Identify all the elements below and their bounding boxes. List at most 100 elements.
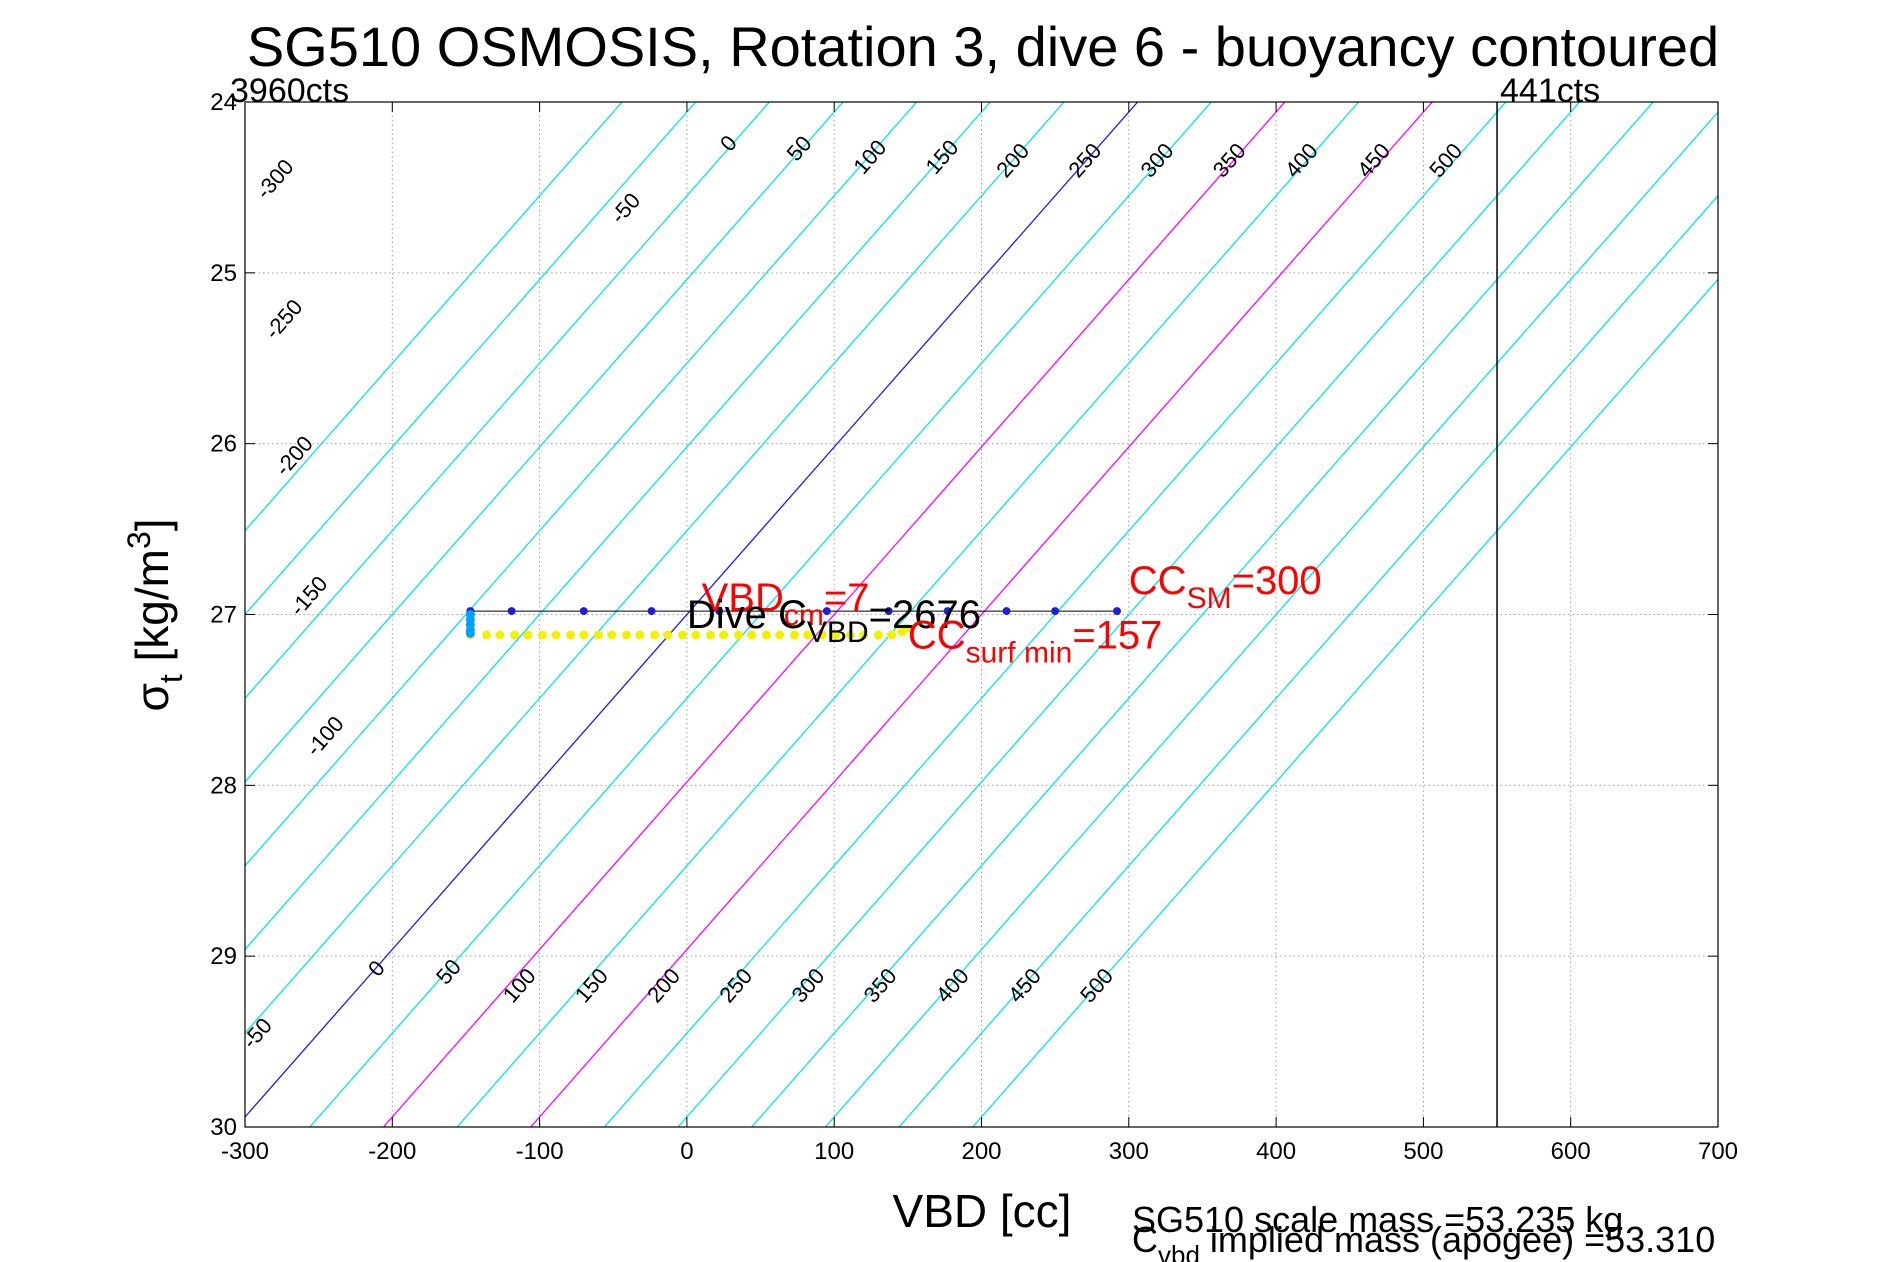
annotation-cc_sm-main: CC <box>1129 559 1187 603</box>
series-1-point-9 <box>594 630 604 640</box>
axis-ticks: -300 -200 -100 0 100 200 300 400 500 600 700 24 25 26… <box>210 89 1738 1165</box>
annotation-vbd_cm-sub: cm <box>784 599 824 632</box>
contour-line-10 <box>456 102 1360 1127</box>
series-1-point-7 <box>566 630 576 640</box>
annotation-cc_surf_min-sub: surf min <box>966 637 1073 670</box>
contour-line-16 <box>898 194 1718 1127</box>
series-1-point-28 <box>859 630 869 640</box>
y-tick-label-6: 30 <box>210 1114 237 1141</box>
series-1-point-24 <box>803 630 813 640</box>
annotation-vbd_cm: VBDcm=7 <box>702 576 870 632</box>
x-tick-label-6: 300 <box>1109 1138 1149 1165</box>
series-0-point-3 <box>647 607 656 616</box>
y-tick-label-0: 24 <box>210 89 237 116</box>
x-tick-label-2: -100 <box>516 1138 564 1165</box>
series-1-point-6 <box>551 630 561 640</box>
series-1-point-19 <box>733 630 743 640</box>
annotation-dive_c-sub: VBD <box>807 616 869 649</box>
y-tick-label-2: 26 <box>210 431 237 458</box>
y-axis-label: σt [kg/m3] <box>121 518 189 711</box>
series-1-point-3 <box>510 630 520 640</box>
series-1-point-29 <box>873 630 883 640</box>
contour-line-15 <box>824 111 1718 1127</box>
series-1-point-10 <box>607 630 617 640</box>
annotation-cc_sm-sub: SM <box>1187 582 1232 615</box>
y-tick-label-3: 27 <box>210 602 237 629</box>
footer-implied-mass-sub: vbd <box>1158 1240 1200 1262</box>
x-tick-label-3: 0 <box>680 1138 693 1165</box>
x-tick-label-10: 700 <box>1698 1138 1738 1165</box>
series-0-point-6 <box>884 607 893 616</box>
contour-line-14 <box>751 102 1654 1127</box>
series-1-point-16 <box>691 630 701 640</box>
series-1-point-17 <box>705 630 715 640</box>
data-series <box>465 607 1122 640</box>
top-left-counts-label: 3960cts <box>230 72 349 110</box>
y-axis-superscript: 3 <box>121 531 157 549</box>
series-1-point-14 <box>663 630 673 640</box>
series-1-point-30 <box>887 630 897 640</box>
contour-line-13 <box>677 102 1581 1127</box>
y-tick-label-5: 29 <box>210 943 237 970</box>
annotation-cc_surf_min-main: CC <box>908 614 966 658</box>
series-0-point-10 <box>1113 607 1122 616</box>
series-0-point-7 <box>943 607 952 616</box>
annotation-dive_c-value: =2676 <box>869 593 981 637</box>
series-0-point-4 <box>715 607 724 616</box>
contour-line-17 <box>972 278 1718 1127</box>
annotation-cc_surf_min-value: =157 <box>1072 614 1162 658</box>
series-1-point-26 <box>831 630 841 640</box>
contour-line-5 <box>245 102 991 951</box>
series-1-point-25 <box>817 630 827 640</box>
series-1-point-22 <box>775 630 785 640</box>
annotation-dive_c-main: Dive C <box>687 593 807 637</box>
series-0-point-5 <box>822 607 831 616</box>
contour-line-1 <box>245 102 697 616</box>
series-1-point-5 <box>538 630 548 640</box>
series-2-point-4 <box>465 628 475 638</box>
footer-scale-mass: SG510 scale mass =53.235 kg <box>1132 1199 1623 1240</box>
contour-line-11 <box>530 102 1433 1127</box>
x-tick-label-4: 100 <box>814 1138 854 1165</box>
x-tick-label-7: 400 <box>1256 1138 1296 1165</box>
x-axis-label: VBD [cc] <box>893 1185 1072 1237</box>
contour-line-0 <box>245 102 623 532</box>
contour-line-6 <box>245 102 1065 1035</box>
y-axis-sigma: σ <box>126 683 178 711</box>
annotation-cc_sm: CCSM=300 <box>1129 559 1322 615</box>
series-1-point-15 <box>677 630 687 640</box>
series-0-point-9 <box>1051 607 1060 616</box>
footer-implied-mass: Cvbd implied mass (apogee) =53.310 <box>1132 1219 1715 1262</box>
series-1-point-8 <box>579 630 589 640</box>
y-axis-close: ] <box>126 518 178 531</box>
contour-line-7 <box>245 102 1139 1118</box>
x-tick-label-0: -300 <box>221 1138 269 1165</box>
series-1-point-11 <box>622 630 632 640</box>
series-1-point-27 <box>845 630 855 640</box>
series-1-point-2 <box>495 630 505 640</box>
annotation-dive_c: Dive CVBD=2676 <box>687 593 981 649</box>
annotation-vbd_cm-value: =7 <box>824 576 870 620</box>
series-0-point-2 <box>579 607 588 616</box>
y-tick-label-1: 25 <box>210 260 237 287</box>
contour-line-9 <box>382 102 1286 1127</box>
y-tick-label-4: 28 <box>210 772 237 799</box>
series-0-point-8 <box>1002 607 1011 616</box>
series-1-point-13 <box>649 630 659 640</box>
contour-line-8 <box>309 102 1212 1127</box>
footer-implied-mass-rest: implied mass (apogee) =53.310 <box>1200 1219 1715 1260</box>
contour-line-3 <box>245 102 844 783</box>
series-1-point-23 <box>789 630 799 640</box>
x-tick-label-1: -200 <box>368 1138 416 1165</box>
series-1-point-21 <box>761 630 771 640</box>
top-right-counts-label: 441cts <box>1500 72 1600 110</box>
series-1-point-4 <box>523 630 533 640</box>
x-tick-label-9: 600 <box>1551 1138 1591 1165</box>
y-axis-units: [kg/m <box>126 549 178 661</box>
contour-line-2 <box>245 102 770 700</box>
x-tick-label-8: 500 <box>1403 1138 1443 1165</box>
y-axis-subscript: t <box>153 674 189 683</box>
